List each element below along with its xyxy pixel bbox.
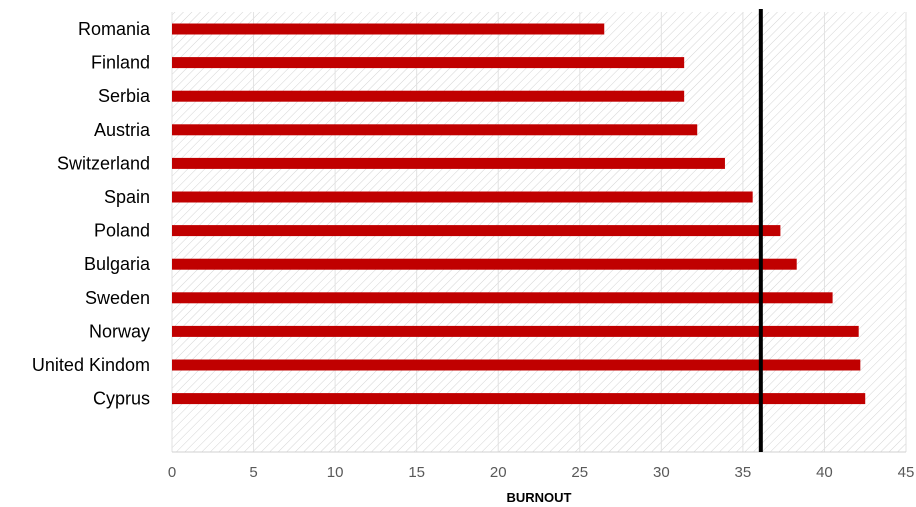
x-tick-label: 10 [327, 464, 344, 481]
category-label: Sweden [85, 288, 150, 308]
bar-spain [172, 191, 753, 203]
category-label: Romania [78, 19, 151, 39]
x-tick-label: 35 [735, 464, 752, 481]
bar-switzerland [172, 157, 725, 169]
category-label: Finland [91, 53, 150, 73]
x-tick-label: 0 [168, 464, 176, 481]
category-labels: Romania Finland Serbia Austria Switzerland Sp… [32, 19, 151, 409]
x-tick-label: 20 [490, 464, 507, 481]
x-tick-label: 15 [408, 464, 425, 481]
category-label: Serbia [98, 86, 151, 106]
bar-austria [172, 124, 698, 136]
x-tick-label: 30 [653, 464, 670, 481]
bar-poland [172, 225, 781, 237]
category-label: Spain [104, 187, 150, 207]
bar-sweden [172, 292, 833, 304]
bar-norway [172, 325, 859, 337]
category-label: Bulgaria [84, 254, 151, 274]
x-tick-label: 45 [898, 464, 915, 481]
category-label: United Kindom [32, 355, 150, 375]
category-label: Austria [94, 120, 151, 140]
bar-united-kindom [172, 359, 861, 371]
bar-serbia [172, 90, 685, 102]
x-tick-label: 5 [249, 464, 257, 481]
category-label: Poland [94, 221, 150, 241]
category-label: Switzerland [57, 153, 150, 173]
category-label: Norway [89, 321, 150, 341]
bars [172, 23, 866, 405]
bar-finland [172, 57, 685, 69]
x-tick-labels: 0 5 10 15 20 25 30 35 40 45 [168, 464, 915, 481]
x-tick-label: 40 [816, 464, 833, 481]
bar-romania [172, 23, 605, 35]
category-label: Cyprus [93, 389, 150, 409]
bar-cyprus [172, 393, 866, 405]
bar-bulgaria [172, 258, 797, 270]
x-axis-title: BURNOUT [507, 490, 572, 505]
x-tick-label: 25 [571, 464, 588, 481]
